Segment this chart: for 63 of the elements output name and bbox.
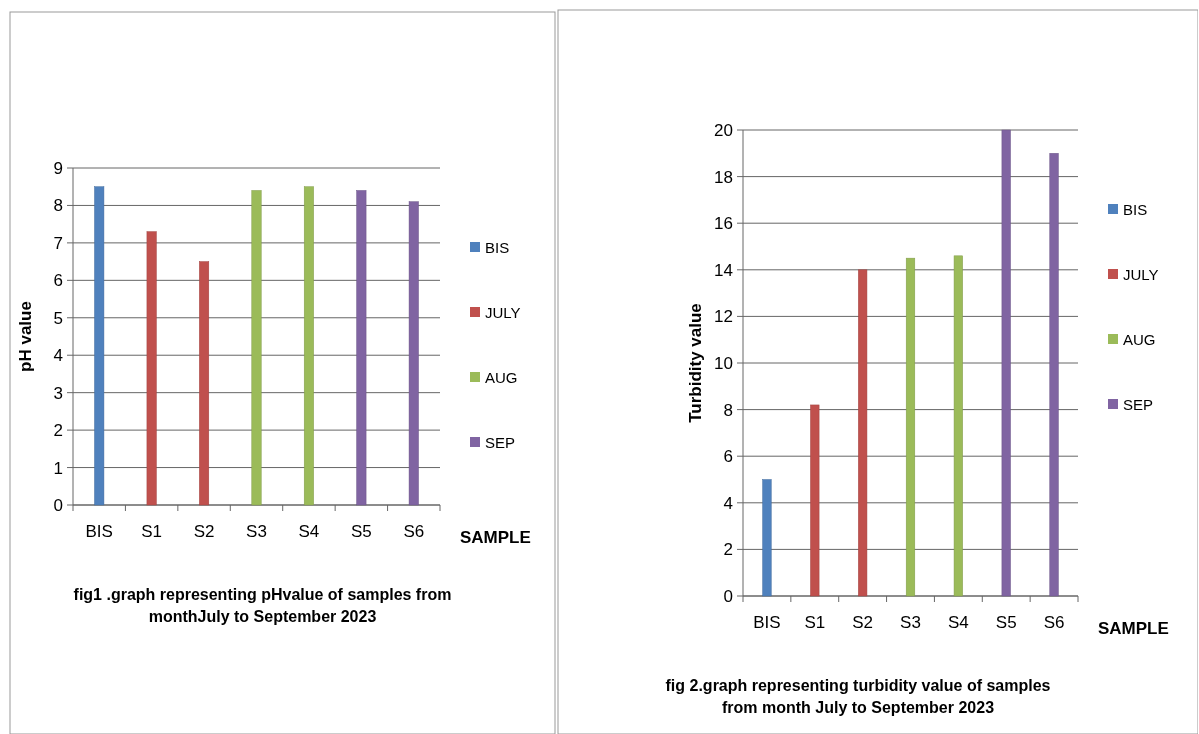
bar	[1001, 129, 1011, 597]
y-tick-label: 20	[714, 120, 733, 140]
y-tick-label: 12	[714, 307, 733, 327]
x-tick-label: S2	[852, 613, 874, 632]
x-tick-label: S2	[193, 522, 215, 541]
y-tick-label: 8	[723, 400, 733, 420]
text: fig1 .graph representing pHvalue of samples from monthJuly to September 2023	[73, 586, 452, 625]
bar	[251, 190, 262, 506]
x-tick-label: S4	[947, 613, 969, 632]
x-tick-label: BIS	[85, 522, 113, 541]
bar	[94, 186, 105, 506]
text: fig 2.graph representing turbidity value of samples from month July to September 2023	[665, 677, 1051, 716]
x-tick-label: S4	[298, 522, 320, 541]
x-axis-title: SAMPLE	[1098, 619, 1169, 638]
legend-label: SEP	[1123, 396, 1154, 414]
y-tick-label: 9	[53, 158, 63, 178]
legend-label: SEP	[485, 434, 516, 452]
legend-label: AUG	[1123, 331, 1156, 349]
bar	[858, 269, 868, 597]
bar	[199, 261, 210, 506]
y-tick-label: 0	[53, 495, 63, 515]
y-tick-label: 4	[723, 493, 733, 513]
legend-label: BIS	[1123, 201, 1148, 219]
legend-label: AUG	[485, 369, 518, 387]
x-tick-label: S5	[350, 522, 372, 541]
legend-label: JULY	[1123, 266, 1159, 284]
bar	[1049, 153, 1059, 597]
bar	[905, 257, 916, 597]
y-axis-title: Turbidity value	[686, 303, 705, 423]
y-tick-label: 0	[723, 586, 733, 606]
y-tick-label: 14	[714, 260, 733, 280]
x-tick-label: S6	[1043, 613, 1065, 632]
x-tick-label: S6	[403, 522, 425, 541]
x-tick-label: BIS	[753, 613, 781, 632]
y-tick-label: 10	[714, 353, 733, 373]
y-tick-label: 5	[53, 308, 63, 328]
bar	[146, 231, 157, 506]
bar	[356, 190, 367, 506]
y-tick-label: 2	[53, 421, 63, 441]
x-tick-label: S1	[804, 613, 826, 632]
y-tick-label: 8	[53, 196, 63, 216]
y-tick-label: 16	[714, 214, 733, 234]
bar	[408, 201, 419, 506]
y-tick-label: 6	[723, 447, 733, 467]
y-tick-label: 2	[723, 540, 733, 560]
x-tick-label: S1	[141, 522, 163, 541]
x-tick-label: S5	[995, 613, 1017, 632]
bar	[762, 479, 772, 597]
x-tick-label: S3	[900, 613, 921, 632]
y-tick-label: 6	[53, 271, 63, 291]
y-tick-label: 18	[714, 167, 733, 187]
y-tick-label: 1	[53, 458, 63, 478]
y-tick-label: 4	[53, 346, 63, 366]
y-axis-title: pH value	[16, 301, 35, 372]
bar	[810, 404, 820, 597]
legend-label: JULY	[485, 304, 521, 322]
y-tick-label: 3	[53, 383, 63, 403]
x-tick-label: S3	[246, 522, 267, 541]
x-axis-title: SAMPLE	[460, 528, 531, 547]
bar	[953, 255, 963, 597]
bar	[303, 186, 314, 506]
y-tick-label: 7	[53, 233, 63, 253]
legend-label: BIS	[485, 239, 510, 257]
